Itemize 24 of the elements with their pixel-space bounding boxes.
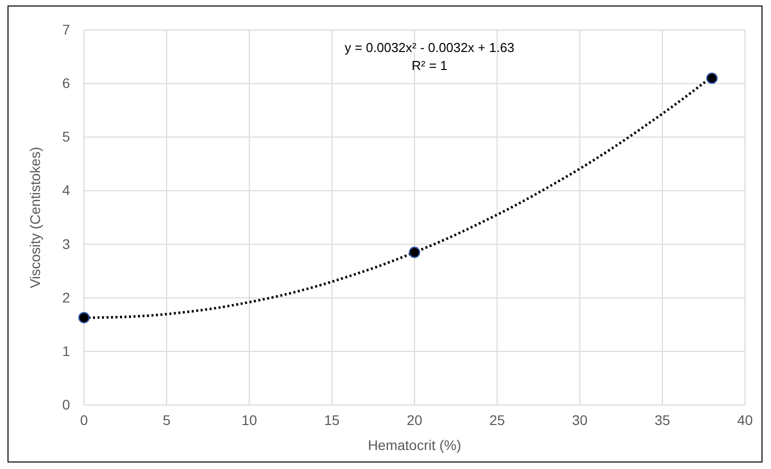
y-tick-label: 1	[62, 342, 70, 359]
x-tick-label: 40	[737, 412, 753, 428]
y-tick-label: 5	[62, 128, 70, 145]
x-tick-label: 20	[406, 412, 422, 428]
y-tick-label: 3	[62, 236, 70, 252]
point	[408, 246, 420, 258]
x-tick-label: 25	[489, 412, 506, 428]
y-tick-label: 2	[62, 289, 70, 306]
y-tick-label: 7	[62, 21, 70, 38]
x-tick-label: 35	[654, 412, 670, 428]
x-tick-label: 15	[324, 412, 340, 428]
y-axis-title: Viscosity (Centistokes)	[27, 146, 43, 288]
x-axis-title: Hematocrit (%)	[368, 437, 462, 453]
y-tick-label: 4	[62, 182, 70, 198]
x-tick-label: 30	[572, 412, 588, 428]
annotation: y = 0.0032x² - 0.0032x + 1.63	[344, 40, 514, 55]
x-tick-label: 5	[162, 412, 171, 428]
point	[78, 312, 90, 324]
y-tick-label: 0	[62, 396, 70, 412]
annotation: R² = 1	[412, 58, 448, 73]
y-tick-label: 6	[62, 75, 70, 92]
point	[706, 72, 718, 84]
x-tick-label: 0	[80, 412, 88, 428]
x-tick-label: 10	[241, 412, 258, 428]
